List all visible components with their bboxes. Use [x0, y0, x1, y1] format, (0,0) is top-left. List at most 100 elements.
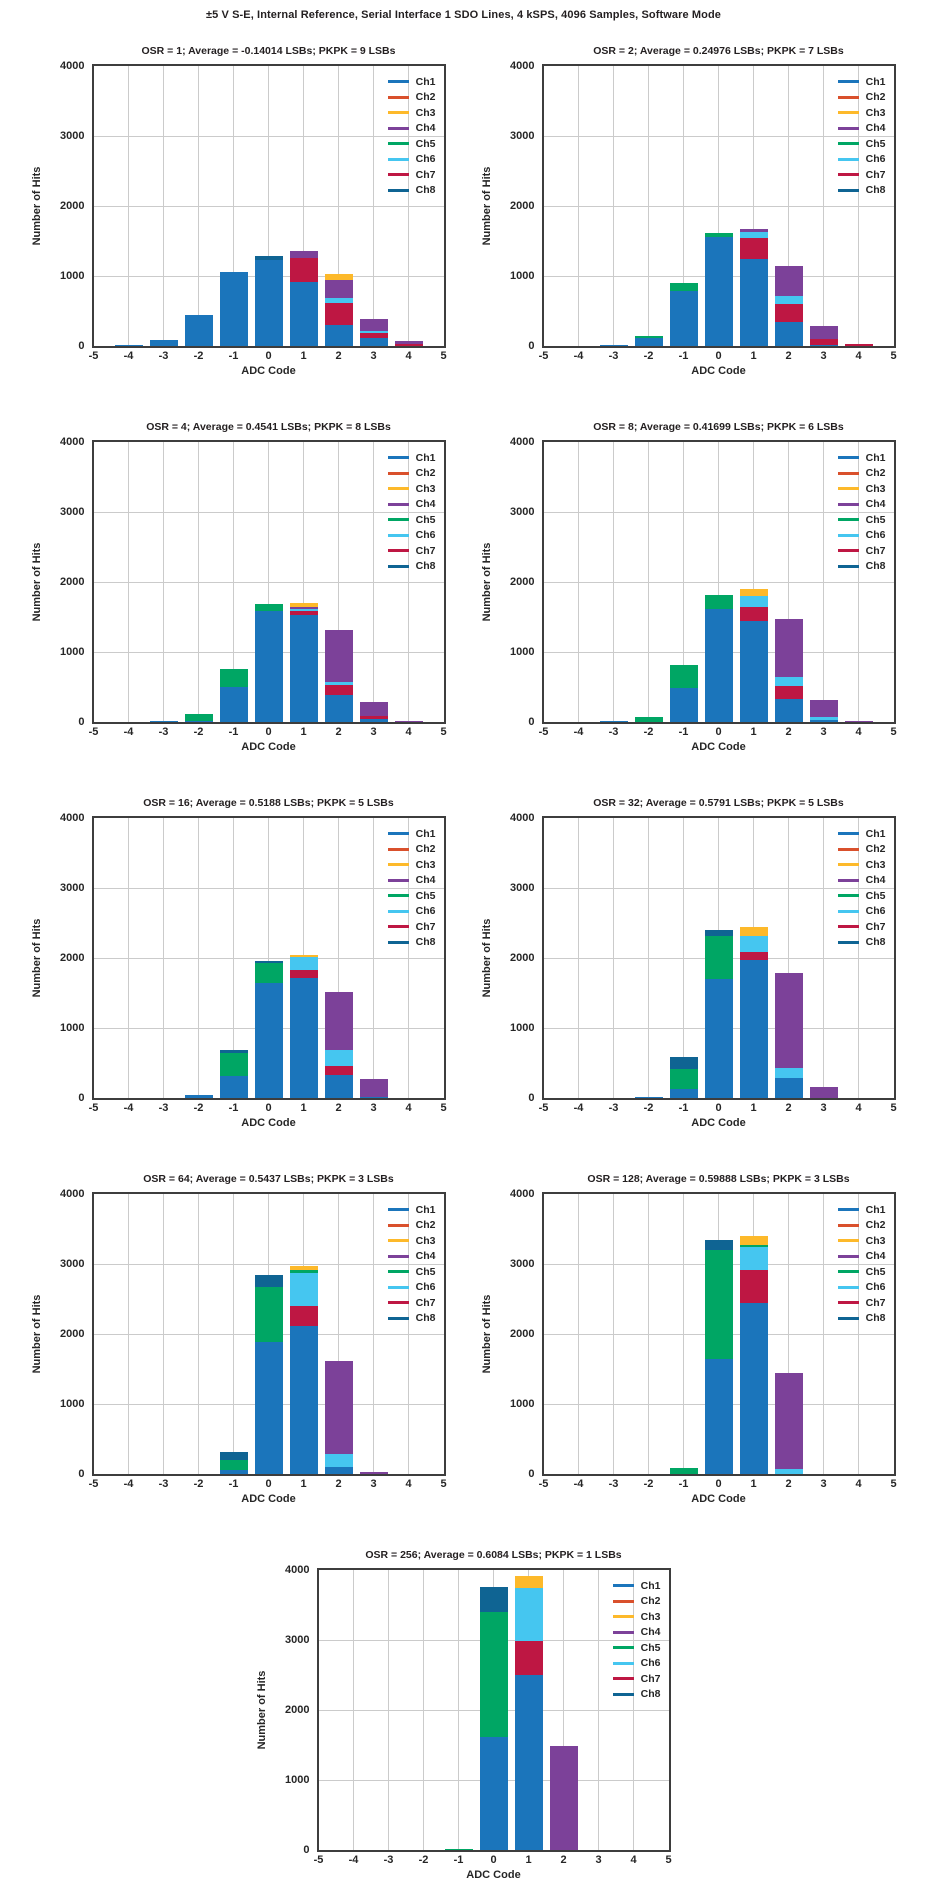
bar-segment-ch1: [289, 1325, 318, 1474]
legend-item-ch6: Ch6: [387, 1280, 436, 1296]
bar-segment-ch1: [704, 1358, 733, 1474]
bar-segment-ch3: [289, 1266, 318, 1271]
chart-osr-4: OSR = 4; Average = 0.4541 LSBs; PKPK = 8…: [30, 421, 448, 753]
gridline-h: [93, 1263, 444, 1265]
x-tick: 4: [855, 350, 862, 362]
legend-label: Ch2: [865, 1219, 886, 1231]
chart-osr-8: OSR = 8; Average = 0.41699 LSBs; PKPK = …: [480, 421, 898, 753]
x-axis-label: ADC Code: [241, 365, 296, 377]
x-tick: -3: [158, 350, 169, 362]
gridline-h: [93, 511, 444, 513]
x-tick: 5: [665, 1854, 672, 1866]
y-tick: 2000: [510, 952, 535, 964]
x-tick: 0: [715, 350, 722, 362]
legend-label: Ch5: [415, 137, 436, 150]
legend-item-ch2: Ch2: [837, 1218, 886, 1234]
x-tick: -4: [123, 1478, 134, 1490]
x-tick: 5: [890, 726, 897, 738]
x-tick: -4: [123, 1102, 134, 1114]
legend: Ch1 Ch2 Ch3 Ch4 Ch5 Ch6 Ch7 Ch8: [837, 1202, 886, 1326]
bar-segment-ch1: [289, 281, 318, 346]
chart-title: OSR = 1; Average = -0.14014 LSBs; PKPK =…: [141, 45, 396, 57]
legend-line-swatch: [837, 863, 859, 867]
y-tick: 2000: [285, 1704, 310, 1716]
y-axis-ticks: 0 1000 2000 3000 4000: [46, 812, 92, 1104]
bar-segment-ch1: [114, 344, 143, 346]
gridline-h: [543, 581, 894, 583]
bar-segment-ch1: [149, 720, 178, 722]
legend-label: Ch4: [415, 122, 436, 134]
bar-segment-ch1: [514, 1675, 543, 1850]
x-tick: 4: [855, 1478, 862, 1490]
legend-label: Ch5: [865, 1265, 886, 1278]
legend-line-swatch: [837, 456, 859, 460]
legend-item-ch8: Ch8: [837, 559, 886, 575]
bar-segment-ch6: [774, 676, 803, 687]
x-axis-ticks: -5 -4 -3 -2 -1 0 1 2 3 4 5: [89, 1478, 447, 1492]
legend-label: Ch6: [415, 905, 436, 917]
legend-line-swatch: [837, 1254, 859, 1258]
x-tick: -5: [88, 1102, 99, 1114]
bar-segment-ch1: [254, 611, 283, 722]
bar-segment-ch7: [514, 1641, 543, 1675]
plot-area: Ch1 Ch2 Ch3 Ch4 Ch5 Ch6 Ch7 Ch8: [91, 64, 446, 348]
chart-body: Number of Hits 0 1000 2000 3000 4000 Ch1 Ch2 Ch3…: [480, 60, 898, 352]
bar-segment-ch5: [219, 1460, 248, 1470]
legend-label: Ch3: [415, 106, 436, 119]
bar-segment-ch8: [254, 1275, 283, 1288]
legend-label: Ch5: [415, 513, 436, 526]
x-tick: -4: [348, 1854, 359, 1866]
legend-line-swatch: [387, 111, 409, 115]
chart-osr-1: OSR = 1; Average = -0.14014 LSBs; PKPK =…: [30, 45, 448, 377]
y-axis-ticks: 0 1000 2000 3000 4000: [496, 60, 542, 352]
bar-segment-ch6: [289, 957, 318, 970]
x-tick: -1: [228, 1478, 239, 1490]
legend-line-swatch: [387, 1316, 409, 1320]
legend-label: Ch5: [415, 1265, 436, 1278]
gridline-h: [543, 511, 894, 513]
y-tick: 1000: [510, 1398, 535, 1410]
legend-label: Ch3: [865, 106, 886, 119]
y-axis-label-text: Number of Hits: [480, 918, 493, 998]
x-tick: 4: [630, 1854, 637, 1866]
bar-segment-ch5: [289, 1270, 318, 1274]
legend-item-ch1: Ch1: [387, 74, 436, 90]
bar-segment-ch6: [774, 1067, 803, 1079]
bar-segment-ch6: [324, 1453, 353, 1467]
legend-item-ch8: Ch8: [612, 1687, 661, 1703]
y-axis-ticks: 0 1000 2000 3000 4000: [46, 436, 92, 728]
bar-segment-ch6: [359, 331, 388, 334]
legend-line-swatch: [837, 173, 859, 177]
legend-label: Ch7: [415, 920, 436, 933]
legend-item-ch6: Ch6: [837, 152, 886, 168]
bar-segment-ch1: [634, 337, 663, 346]
bar-segment-ch5: [669, 665, 698, 688]
legend-label: Ch2: [640, 1595, 661, 1607]
bar-segment-ch4: [549, 1745, 578, 1850]
bar-segment-ch3: [324, 273, 353, 280]
bar-segment-ch8: [704, 1239, 733, 1250]
bar-segment-ch1: [739, 960, 768, 1098]
legend-line-swatch: [837, 157, 859, 161]
x-tick: -1: [678, 726, 689, 738]
legend-label: Ch1: [415, 827, 436, 840]
x-tick: -5: [88, 1478, 99, 1490]
bar-segment-ch8: [704, 930, 733, 937]
bar-segment-ch5: [254, 1287, 283, 1343]
x-axis-ticks: -5 -4 -3 -2 -1 0 1 2 3 4 5: [89, 726, 447, 740]
legend-item-ch2: Ch2: [387, 842, 436, 858]
legend-item-ch4: Ch4: [837, 873, 886, 889]
legend-label: Ch5: [865, 137, 886, 150]
x-tick: 4: [405, 726, 412, 738]
x-tick: -2: [193, 350, 204, 362]
x-tick: -5: [538, 350, 549, 362]
legend-item-ch8: Ch8: [387, 183, 436, 199]
legend-line-swatch: [387, 940, 409, 944]
bar-segment-ch4: [324, 1360, 353, 1454]
chart-title: OSR = 256; Average = 0.6084 LSBs; PKPK =…: [365, 1549, 622, 1561]
x-tick: -2: [193, 1478, 204, 1490]
x-tick: -3: [608, 1478, 619, 1490]
x-tick: 5: [440, 1478, 447, 1490]
x-axis-ticks: -5 -4 -3 -2 -1 0 1 2 3 4 5: [89, 350, 447, 364]
y-axis-label: Number of Hits: [480, 816, 496, 1100]
